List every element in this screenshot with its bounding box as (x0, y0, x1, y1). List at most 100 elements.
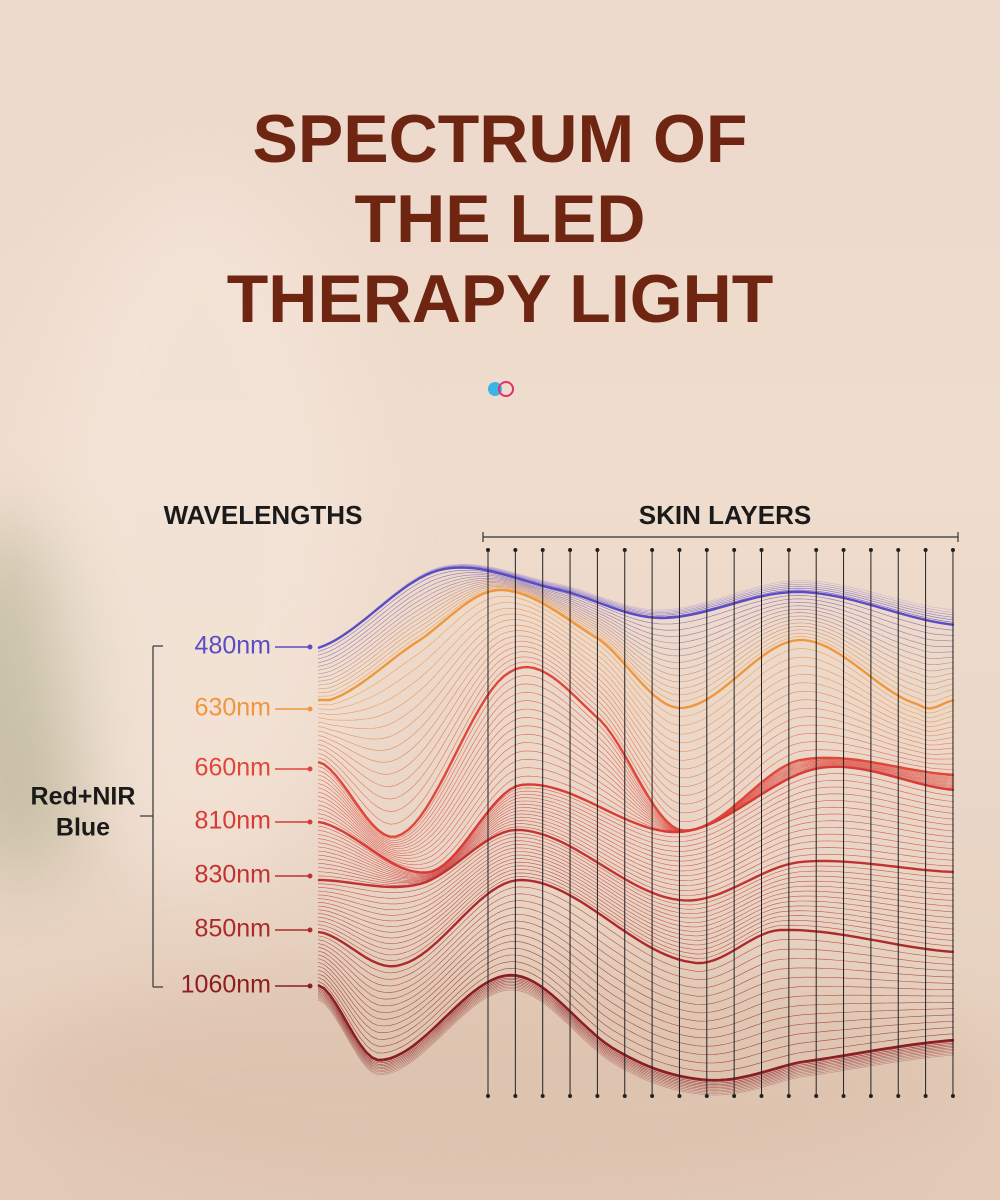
wave-thread (317, 569, 955, 652)
wave-thread (317, 927, 954, 1022)
wave-thread (317, 961, 955, 1064)
wave-thread (317, 886, 955, 974)
wavelength-dot (307, 983, 313, 989)
wave-main (317, 665, 955, 838)
wave-thread (317, 582, 955, 678)
wave-thread (317, 941, 955, 1039)
wave-thread (317, 816, 955, 882)
skin-layer-dot (513, 1094, 518, 1098)
wave-thread (317, 779, 955, 875)
skin-layer-dot (841, 548, 846, 552)
skin-layer-dot (896, 548, 901, 552)
skin-layer-dot (950, 548, 955, 552)
wave-thread (317, 765, 955, 869)
skin-layer-dot (732, 548, 737, 552)
skin-layer-dot (759, 1094, 764, 1098)
skin-layer-dot (704, 1094, 709, 1098)
wave-thread (317, 725, 955, 852)
wave-thread (317, 982, 955, 1088)
skin-layer-dot (677, 1094, 682, 1098)
wave-thread (317, 907, 955, 997)
wave-thread (317, 564, 955, 649)
wave-thread (317, 900, 955, 989)
skin-layer-dot (814, 1094, 819, 1098)
wavelength-dot (307, 644, 313, 650)
wave-thread (317, 656, 955, 814)
skin-layer-dot (814, 548, 819, 552)
wave-thread (317, 564, 955, 649)
skin-layer-dot (732, 1094, 737, 1098)
skin-layer-dot (540, 548, 545, 552)
wave-thread (317, 577, 955, 667)
icon-dot (498, 381, 514, 397)
skin-layer-dot (650, 548, 655, 552)
skin-layer-dot (841, 1094, 846, 1098)
skin-layer-dot (786, 1094, 791, 1098)
skin-layer-dot (486, 1094, 490, 1098)
wave-thread (317, 980, 955, 1087)
wave-thread (317, 613, 955, 744)
wave-thread (317, 708, 955, 848)
wave-thread (317, 854, 955, 932)
wavelength-label: 850nm (195, 915, 271, 943)
wave-thread (317, 588, 955, 703)
wave-thread (317, 861, 955, 941)
wave-thread (317, 843, 955, 919)
skin-layer-dot (486, 548, 490, 552)
skin-layer-dot (923, 1094, 928, 1098)
wave-thread (317, 823, 955, 891)
wave-thread (317, 587, 955, 697)
bg-light (40, 180, 360, 880)
wave-thread (317, 700, 955, 846)
wavelength-label: 630nm (195, 694, 271, 722)
wave-thread (317, 988, 955, 1094)
wave-main (318, 588, 955, 710)
wave-main (317, 828, 955, 902)
wavelengths-heading: WAVELENGTHS (164, 500, 363, 530)
wave-main (317, 973, 955, 1082)
wave-main (317, 566, 955, 650)
title-line: THERAPY LIGHT (227, 261, 774, 337)
wavelength-dot (307, 927, 313, 933)
wave-thread (317, 851, 955, 928)
wave-thread (317, 840, 955, 914)
wavelength-label: 830nm (195, 861, 271, 889)
wave-thread (317, 977, 955, 1084)
skin-layer-dot (923, 548, 928, 552)
wave-thread (317, 820, 955, 887)
wave-thread (317, 979, 955, 1085)
wave-thread (317, 750, 955, 859)
wave-thread (317, 800, 955, 877)
wave-thread (317, 742, 955, 856)
wave-thread (317, 947, 955, 1047)
wavelength-dot (307, 706, 313, 712)
skin-layer-dot (568, 548, 573, 552)
wave-thread (317, 868, 955, 950)
wave-thread (317, 586, 955, 691)
skin-layer-dot (650, 1094, 655, 1098)
wave-thread (317, 989, 955, 1096)
wave-thread (317, 847, 955, 923)
wave-thread (317, 986, 955, 1093)
wave-thread (317, 876, 955, 961)
wave-thread (317, 967, 955, 1072)
wave-thread (317, 893, 955, 980)
wave-thread (317, 675, 955, 839)
wavelength-dot (307, 766, 313, 772)
wave-thread (317, 913, 955, 1005)
skin-layer-dot (868, 548, 873, 552)
wave-thread (317, 624, 955, 761)
wave-thread (317, 691, 955, 844)
skin-layer-dot (595, 548, 600, 552)
wave-thread (317, 565, 955, 649)
skin-layer-dot (704, 548, 709, 552)
wave-thread (317, 602, 955, 726)
wave-thread (317, 786, 955, 876)
wave-thread (317, 651, 955, 805)
wave-thread (317, 607, 955, 735)
wavelength-label: 660nm (195, 754, 271, 782)
skin-layer-dot (868, 1094, 873, 1098)
wave-thread (317, 765, 955, 866)
